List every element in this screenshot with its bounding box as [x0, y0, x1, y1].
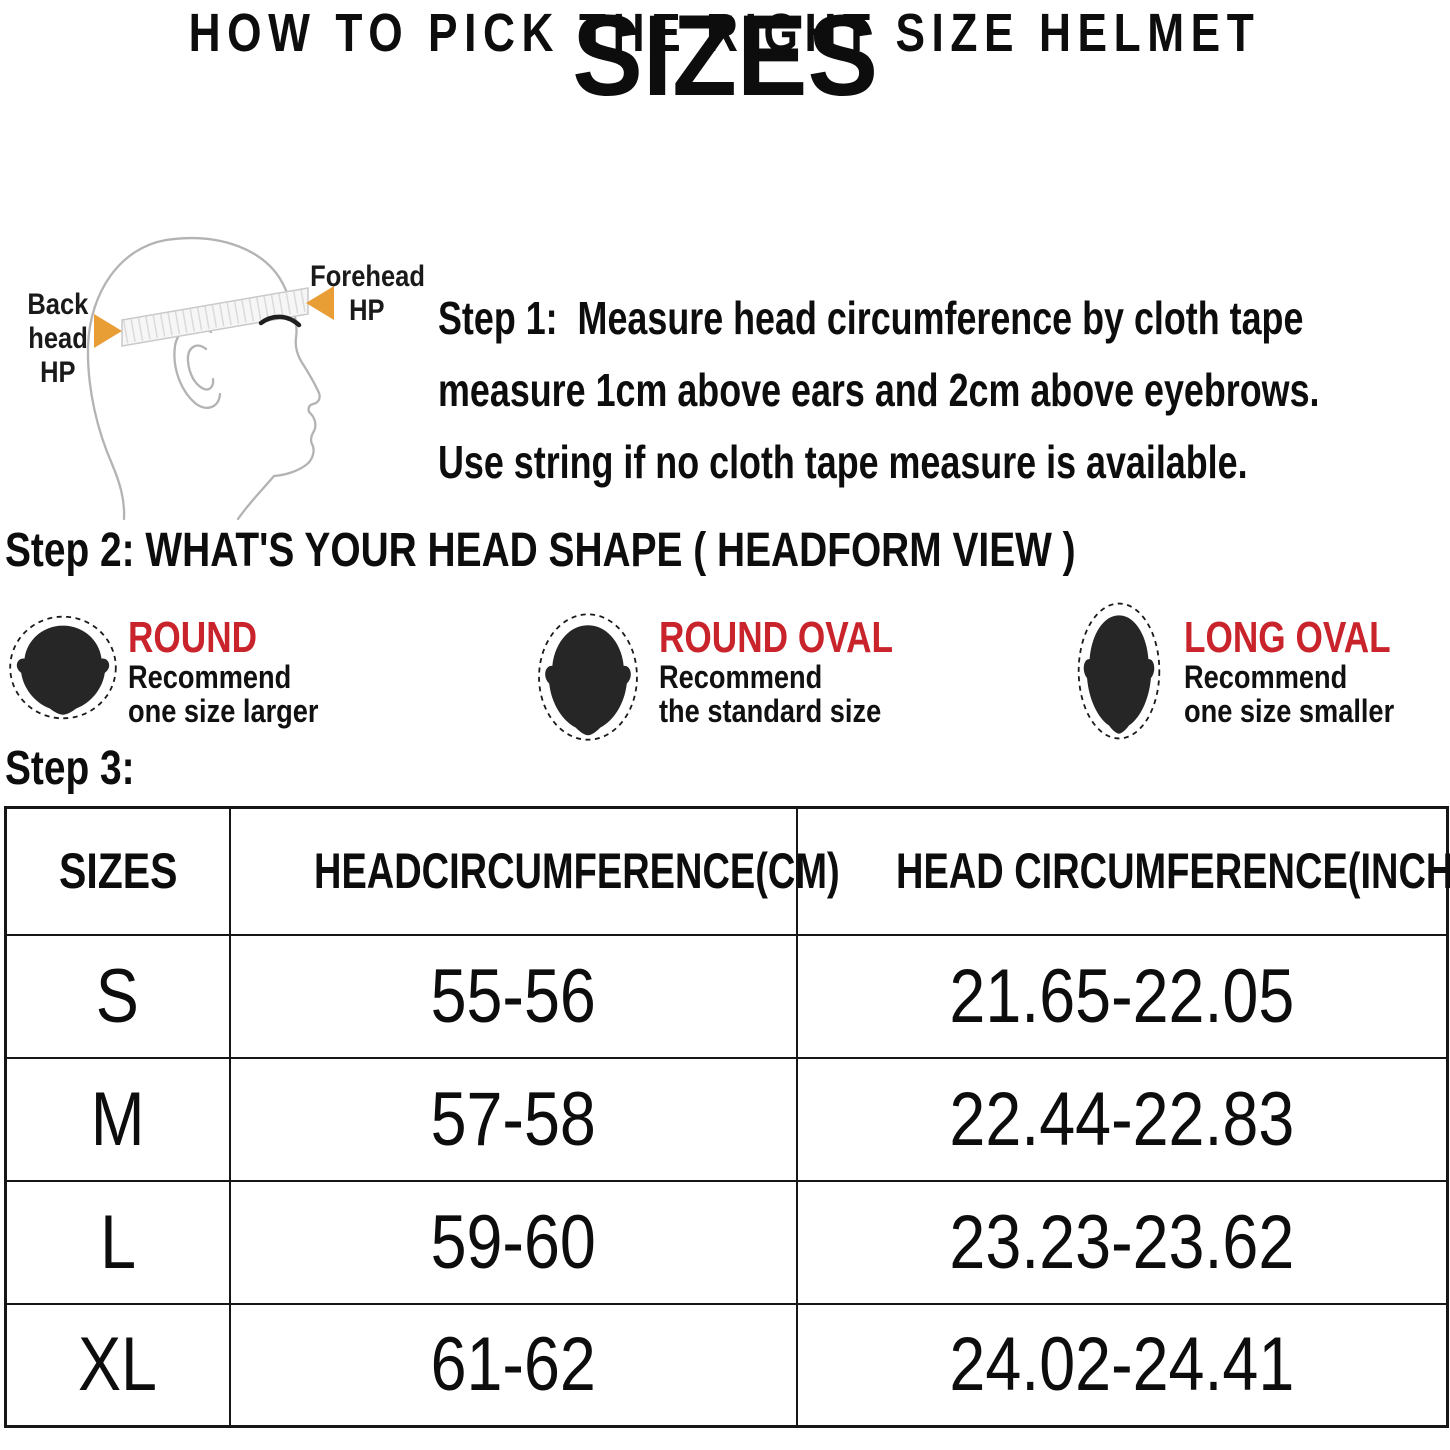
head-profile-icon: [86, 236, 334, 521]
cell-inches: 24.02-24.41: [795, 1302, 1449, 1428]
header-inches: HEAD CIRCUMFERENCE(INCHES): [795, 806, 1450, 936]
step3-heading: Step 3:: [5, 742, 135, 795]
cell-cm: 61-62: [228, 1302, 798, 1428]
cell-size: L: [4, 1179, 231, 1305]
shape-name: ROUND OVAL: [659, 613, 894, 662]
shape-name: LONG OVAL: [1184, 613, 1391, 662]
cell-size: M: [4, 1056, 231, 1182]
header-sizes: SIZES: [4, 806, 231, 936]
eyebrow-line: [258, 314, 302, 328]
shape-name: ROUND: [128, 613, 258, 662]
step1-text: Step 1: Measure head circumference by cl…: [438, 288, 1443, 504]
cell-inches: 21.65-22.05: [795, 933, 1449, 1059]
forehead-label: Forehead HP: [310, 260, 425, 327]
back-arrow-icon: [94, 314, 122, 348]
back-head-label: Back head HP: [27, 288, 89, 389]
cell-size: S: [4, 933, 231, 1059]
cell-cm: 57-58: [228, 1056, 798, 1182]
table-header-row: SIZES HEADCIRCUMFERENCE(CM) HEAD CIRCUMF…: [4, 806, 1450, 936]
round-oval-head-icon: [537, 611, 639, 743]
cell-inches: 23.23-23.62: [795, 1179, 1449, 1305]
round-head-icon: [8, 614, 118, 721]
cell-cm: 59-60: [228, 1179, 798, 1305]
size-table: SIZES HEADCIRCUMFERENCE(CM) HEAD CIRCUMF…: [4, 806, 1450, 1428]
table-row: L 59-60 23.23-23.62: [4, 1179, 1449, 1305]
measuring-tape: [121, 287, 309, 347]
cell-size: XL: [4, 1302, 231, 1428]
measure-diagram: Back head HP Forehead HP: [8, 228, 438, 521]
step1-line2: measure 1cm above ears and 2cm above eye…: [438, 364, 1320, 416]
page-subtitle-wrap: HOW TO PICK THE RIGHT SIZE HELMET: [0, 0, 1450, 66]
table-row: S 55-56 21.65-22.05: [4, 933, 1449, 1059]
cell-inches: 22.44-22.83: [795, 1056, 1449, 1182]
table-row: M 57-58 22.44-22.83: [4, 1056, 1449, 1182]
page-subtitle: HOW TO PICK THE RIGHT SIZE HELMET: [189, 3, 1261, 63]
shape-recommendation: Recommend one size smaller: [1184, 659, 1395, 729]
shape-recommendation: Recommend one size larger: [128, 659, 319, 729]
page-title-wrap: SIZES: [0, 0, 1450, 120]
page-title: SIZES: [572, 0, 878, 120]
table-row: XL 61-62 24.02-24.41: [4, 1302, 1449, 1428]
shape-recommendation: Recommend the standard size: [659, 659, 882, 729]
step2-heading: Step 2: WHAT'S YOUR HEAD SHAPE ( HEADFOR…: [5, 524, 1076, 577]
cell-cm: 55-56: [228, 933, 798, 1059]
header-cm: HEADCIRCUMFERENCE(CM): [228, 806, 839, 936]
step1-line3: Use string if no cloth tape measure is a…: [438, 436, 1248, 488]
step1-line1: Step 1: Measure head circumference by cl…: [438, 292, 1304, 344]
long-oval-head-icon: [1077, 600, 1161, 742]
forehead-arrow-icon: [306, 286, 334, 320]
